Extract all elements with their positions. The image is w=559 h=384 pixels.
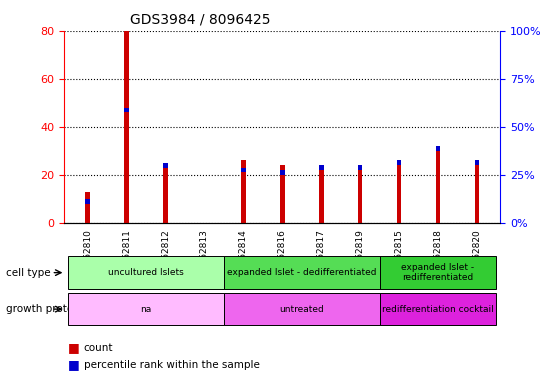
Bar [358, 165, 362, 223]
Bar [124, 31, 129, 223]
Bar [86, 192, 90, 223]
Bar [397, 161, 401, 165]
Bar [435, 151, 440, 223]
Text: percentile rank within the sample: percentile rank within the sample [84, 360, 260, 370]
Bar [397, 161, 401, 223]
Bar [358, 165, 362, 170]
Bar [280, 170, 285, 175]
Bar [435, 146, 440, 151]
Text: cell type: cell type [6, 268, 50, 278]
Text: expanded Islet - dedifferentiated: expanded Islet - dedifferentiated [227, 268, 377, 277]
Bar [280, 165, 285, 223]
Bar [124, 108, 129, 112]
Bar [86, 199, 90, 204]
Bar [241, 167, 246, 172]
Text: ■: ■ [68, 358, 80, 371]
Text: count: count [84, 343, 113, 353]
Bar [241, 161, 246, 223]
Text: GDS3984 / 8096425: GDS3984 / 8096425 [130, 13, 270, 27]
Text: redifferentiation cocktail: redifferentiation cocktail [382, 305, 494, 314]
Text: na: na [140, 305, 151, 314]
Bar [163, 163, 168, 223]
Text: ■: ■ [68, 341, 80, 354]
Bar [475, 163, 479, 223]
Bar [475, 161, 479, 165]
Bar [319, 167, 324, 223]
Text: growth protocol: growth protocol [6, 304, 88, 314]
Text: expanded Islet -
redifferentiated: expanded Islet - redifferentiated [401, 263, 475, 282]
Text: untreated: untreated [280, 305, 324, 314]
Text: uncultured Islets: uncultured Islets [108, 268, 184, 277]
Bar [163, 163, 168, 167]
Bar [319, 165, 324, 170]
